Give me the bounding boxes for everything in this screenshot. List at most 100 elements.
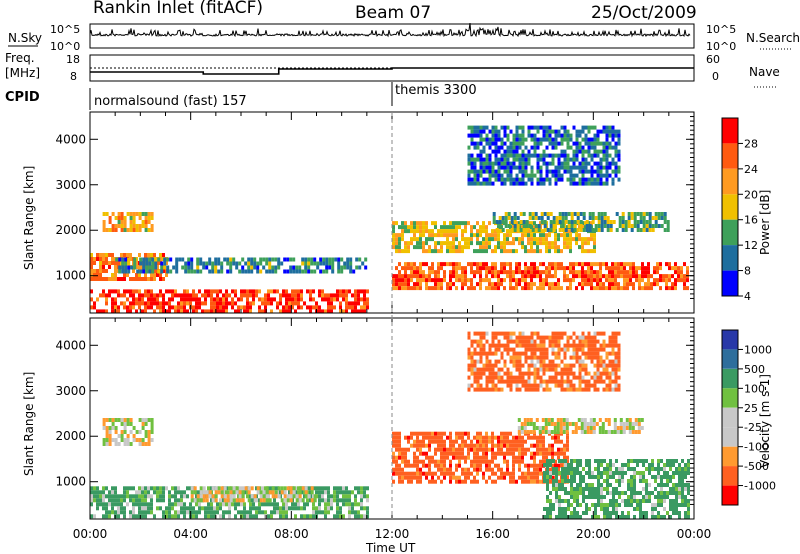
power-cells-cell — [126, 253, 129, 257]
power-cells-cell — [542, 278, 545, 283]
power-cells-cell — [500, 270, 503, 275]
power-cells-cell — [360, 289, 363, 294]
vel-cells-cell — [190, 486, 194, 491]
vel-cells-cell — [404, 447, 407, 452]
vel-cells-cell — [144, 502, 147, 507]
vel-cells-cell — [404, 475, 407, 480]
power-cells-cell — [404, 286, 407, 291]
vel-cells-cell — [554, 439, 557, 444]
vel-cells-cell — [180, 502, 183, 507]
power-cells-cell — [482, 229, 485, 234]
power-cells-cell — [578, 129, 582, 134]
power-cells-cell — [410, 262, 413, 267]
power-cells-cell — [618, 224, 622, 228]
vel-cells-cell — [416, 435, 419, 440]
power-cells-cell — [560, 125, 564, 130]
vel-cells-cell — [189, 502, 192, 507]
vel-cells-cell — [549, 515, 552, 519]
vel-cells-cell — [523, 430, 527, 434]
vel-cells-cell — [150, 426, 154, 430]
vel-cells-cell — [561, 479, 564, 483]
vel-cells-cell — [557, 379, 561, 384]
vel-cells-cell — [211, 498, 215, 503]
vel-cells-cell — [557, 355, 561, 360]
vel-cells-cell — [509, 471, 512, 476]
vel-cells-cell — [300, 514, 303, 519]
power-cells-cell — [339, 309, 342, 314]
power-cells-cell — [99, 277, 102, 281]
power-cells-cell — [407, 278, 410, 283]
vel-cells-cell — [536, 451, 539, 456]
vel-cells-cell — [506, 383, 510, 388]
power-cells-cell — [123, 253, 126, 257]
power-cells-cell — [413, 262, 416, 267]
power-cells-cell — [608, 153, 612, 158]
power-cells-cell — [533, 133, 537, 138]
power-cells-cell — [554, 181, 558, 186]
vel-cells-cell — [228, 486, 231, 491]
vel-cells-cell — [476, 455, 479, 460]
power-cells-cell — [602, 282, 605, 287]
vel-cells-cell — [672, 471, 675, 475]
vel-cells-cell — [488, 379, 492, 384]
vel-cells-cell — [500, 471, 503, 476]
power-cells-cell — [566, 129, 570, 134]
vel-cells-cell — [529, 418, 533, 422]
power-cells-cell — [225, 289, 228, 294]
power-cells-cell — [291, 297, 294, 302]
power-cells-cell — [557, 141, 561, 146]
vel-cells-cell — [500, 435, 503, 440]
vel-cells-cell — [603, 467, 606, 471]
power-cells-cell — [656, 266, 659, 271]
power-cells-cell — [533, 282, 536, 287]
power-cells-cell — [509, 145, 513, 150]
vel-cells-cell — [491, 343, 495, 348]
power-cells-cell — [548, 233, 551, 238]
power-cells-cell — [515, 282, 518, 287]
vel-cells-cell — [687, 483, 690, 487]
vel-cells-cell — [214, 486, 218, 491]
vel-cells-cell — [669, 487, 672, 491]
power-cells-cell — [548, 169, 552, 174]
power-cells-cell — [521, 278, 524, 283]
power-cells-cell — [485, 286, 488, 291]
vel-cells-cell — [539, 363, 543, 368]
vel-cells-cell — [506, 459, 509, 464]
power-cells-cell — [491, 133, 495, 138]
power-cells-cell — [470, 241, 473, 246]
vel-cells-cell — [536, 367, 540, 372]
vel-cells-cell — [637, 426, 641, 430]
power-cells-cell — [590, 153, 594, 158]
power-cells-cell — [458, 221, 461, 226]
power-cells-cell — [214, 265, 218, 270]
power-cells-cell — [591, 220, 595, 224]
vel-cells-cell — [96, 498, 99, 503]
vel-cells-cell — [195, 514, 198, 519]
vel-cells-cell — [253, 494, 257, 499]
vel-cells-cell — [566, 367, 570, 372]
power-cells-cell — [584, 241, 587, 246]
power-cells-cell — [539, 241, 542, 246]
vel-cells-cell — [123, 486, 126, 491]
vel-cells-cell — [583, 426, 587, 430]
vel-cells-cell — [114, 494, 117, 499]
vel-cells-cell — [678, 475, 681, 479]
power-cells-cell — [506, 145, 510, 150]
vel-cells-cell — [249, 502, 252, 507]
vel-cells-cell — [548, 379, 552, 384]
vel-cells-cell — [470, 447, 473, 452]
vel-cells-cell — [395, 467, 398, 472]
vel-cells-cell — [569, 335, 573, 340]
power-cells-cell — [479, 241, 482, 246]
vel-cells-cell — [449, 459, 452, 464]
power-cells-cell — [575, 157, 579, 162]
power-cells-cell — [614, 133, 618, 138]
power-cells-cell — [579, 228, 583, 232]
power-cells-cell — [572, 157, 576, 162]
power-cells-cell — [114, 224, 118, 228]
vel-cells-cell — [226, 498, 230, 503]
vel-cells-cell — [488, 439, 491, 444]
power-cells-cell — [455, 225, 458, 230]
vel-cells-cell — [651, 507, 654, 511]
vel-cells-cell — [210, 510, 213, 515]
